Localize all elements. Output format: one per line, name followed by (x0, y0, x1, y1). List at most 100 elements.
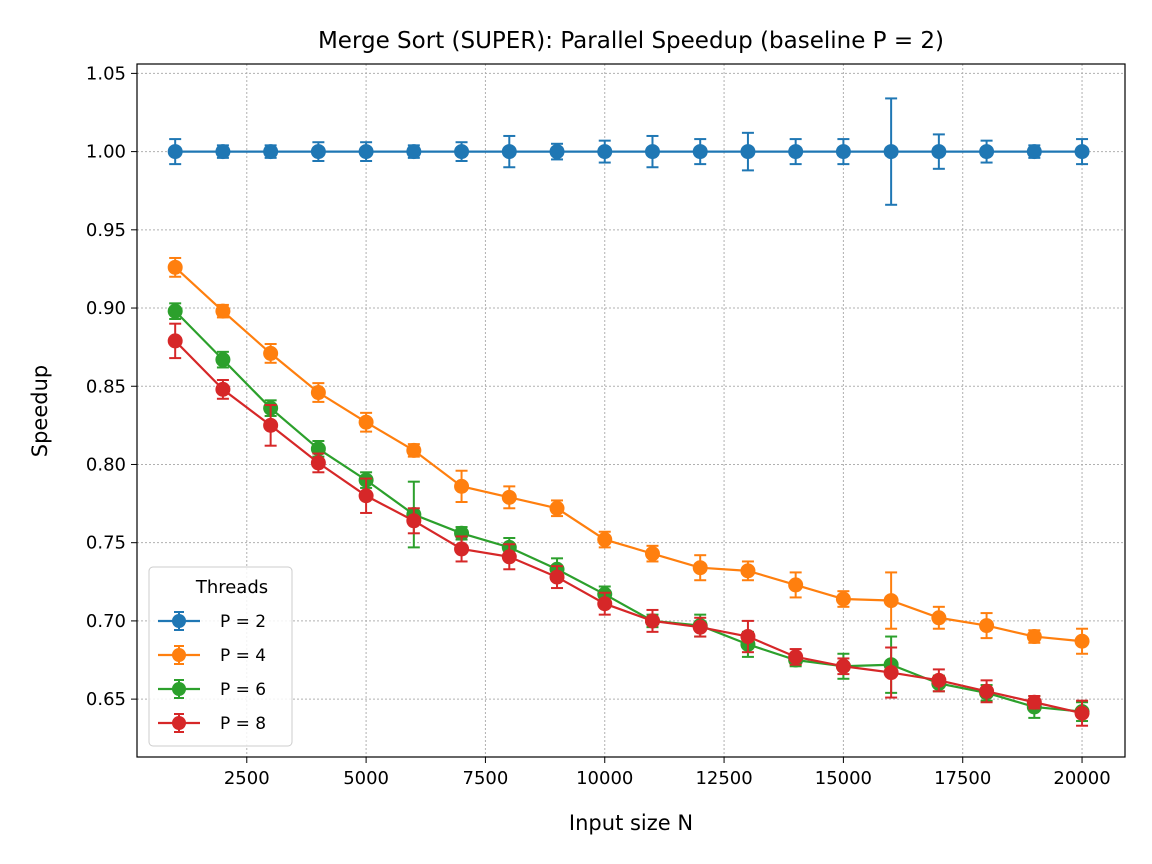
legend-swatch-marker (172, 614, 186, 628)
data-point (501, 144, 517, 160)
x-tick-label: 2500 (224, 768, 270, 789)
data-point (454, 144, 470, 160)
data-point (788, 577, 804, 593)
legend-box (148, 566, 293, 747)
data-point (883, 593, 899, 609)
x-tick-label: 7500 (463, 768, 509, 789)
data-point (263, 345, 279, 361)
data-point (263, 417, 279, 433)
data-point (835, 591, 851, 607)
data-point (310, 144, 326, 160)
data-point (167, 259, 183, 275)
data-point (597, 144, 613, 160)
legend-entry: P = 2 (158, 611, 266, 632)
data-point (167, 303, 183, 319)
legend-swatch-marker (172, 648, 186, 662)
legend: Threads P = 2 P = 4 P = 6 P = 8 (148, 566, 293, 747)
data-point (549, 144, 565, 160)
series (167, 97, 1090, 206)
data-point (931, 610, 947, 626)
legend-swatch-marker (172, 716, 186, 730)
chart-title: Merge Sort (SUPER): Parallel Speedup (ba… (318, 28, 944, 54)
y-tick-label: 0.85 (86, 376, 126, 397)
data-point (215, 352, 231, 368)
y-tick-label: 0.80 (86, 454, 126, 475)
y-axis: 0.65 0.70 0.75 0.80 0.85 0.90 0.95 1.00 1.05 (86, 63, 137, 710)
legend-title: Threads (195, 577, 268, 598)
data-point (549, 569, 565, 585)
data-point (979, 683, 995, 699)
data-point (644, 546, 660, 562)
data-point (1026, 629, 1042, 645)
data-point (883, 665, 899, 681)
data-point (501, 489, 517, 505)
series-line (174, 340, 1083, 715)
data-point (1026, 694, 1042, 710)
data-point (310, 455, 326, 471)
plot-frame (136, 63, 1126, 758)
data-point (215, 303, 231, 319)
data-point (740, 563, 756, 579)
data-point (215, 144, 231, 160)
legend-label: P = 4 (220, 646, 266, 666)
x-tick-label: 20000 (1053, 768, 1110, 789)
data-point (454, 541, 470, 557)
legend-entry: P = 4 (158, 645, 266, 666)
y-tick-label: 0.65 (86, 689, 126, 710)
x-tick-label: 17500 (934, 768, 991, 789)
data-point (788, 144, 804, 160)
data-point (644, 144, 660, 160)
x-tick-label: 12500 (695, 768, 752, 789)
data-point (549, 500, 565, 516)
y-tick-label: 0.70 (86, 611, 126, 632)
x-axis: 2500 5000 7500 10000 12500 15000 17500 20000 (224, 757, 1111, 789)
data-point (740, 629, 756, 645)
data-point (215, 381, 231, 397)
data-point (835, 658, 851, 674)
y-tick-label: 0.75 (86, 533, 126, 554)
data-point (167, 333, 183, 349)
x-axis-label: Input size N (569, 811, 693, 835)
data-point (406, 144, 422, 160)
x-tick-label: 15000 (815, 768, 872, 789)
legend-entries: P = 2 P = 4 P = 6 P = 8 (158, 611, 266, 734)
data-point (835, 144, 851, 160)
data-point (883, 144, 899, 160)
legend-label: P = 8 (220, 714, 266, 734)
series (167, 322, 1090, 727)
data-point (692, 144, 708, 160)
data-point (597, 596, 613, 612)
data-point (692, 619, 708, 635)
series-line (174, 266, 1083, 643)
data-point (1074, 705, 1090, 721)
data-point (692, 560, 708, 576)
x-tick-label: 10000 (576, 768, 633, 789)
data-point (263, 144, 279, 160)
y-tick-label: 0.90 (86, 298, 126, 319)
series-line (174, 310, 1083, 713)
data-point (310, 385, 326, 401)
data-point (597, 532, 613, 548)
series (167, 256, 1090, 655)
data-point (788, 649, 804, 665)
y-tick-label: 0.95 (86, 220, 126, 241)
data-point (979, 618, 995, 634)
data-point (931, 144, 947, 160)
legend-label: P = 2 (220, 612, 266, 632)
data-point (644, 613, 660, 629)
y-tick-label: 1.05 (86, 63, 126, 84)
data-point (406, 442, 422, 458)
data-point (406, 513, 422, 529)
data-point (979, 144, 995, 160)
data-point (454, 478, 470, 494)
data-point (740, 144, 756, 160)
data-point (931, 672, 947, 688)
y-axis-label: Speedup (28, 365, 52, 457)
legend-entry: P = 6 (158, 679, 266, 700)
data-point (358, 488, 374, 504)
data-point (358, 144, 374, 160)
data-point (1074, 633, 1090, 649)
series-layer (167, 97, 1090, 727)
y-tick-label: 1.00 (86, 142, 126, 163)
